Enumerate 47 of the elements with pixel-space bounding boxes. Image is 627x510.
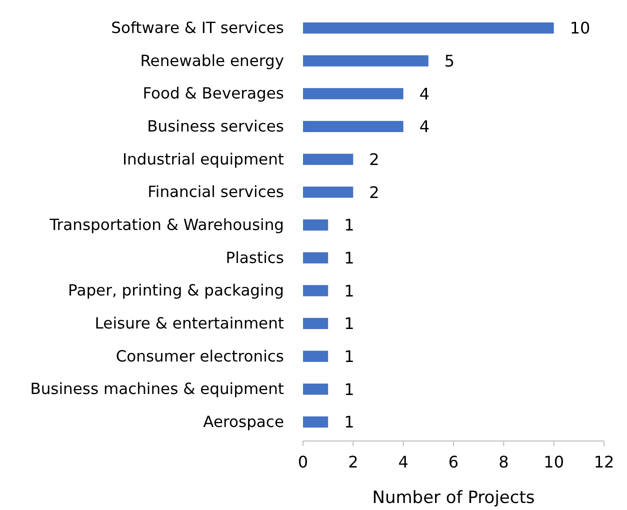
y-tick-label: Paper, printing & packaging <box>68 282 284 300</box>
y-tick-label: Software & IT services <box>111 18 284 37</box>
bar <box>303 22 554 34</box>
bar <box>303 350 328 362</box>
x-tick-label: 10 <box>544 452 564 472</box>
y-tick-label: Industrial equipment <box>122 150 284 168</box>
y-tick-label: Renewable energy <box>140 52 284 70</box>
bar <box>303 154 354 165</box>
y-tick-label: Aerospace <box>203 412 284 431</box>
data-label: 2 <box>369 150 380 169</box>
x-tick-label: 0 <box>298 452 308 472</box>
data-label: 2 <box>369 182 380 202</box>
data-label: 1 <box>344 248 354 268</box>
bar <box>303 285 328 296</box>
data-label: 1 <box>344 346 354 366</box>
bar <box>303 384 328 395</box>
y-tick-label: Business services <box>147 117 284 136</box>
data-label: 4 <box>419 117 430 136</box>
y-tick-label: Consumer electronics <box>116 347 284 366</box>
data-label: 1 <box>344 380 354 399</box>
y-tick-label: Business machines & equipment <box>30 380 284 398</box>
y-tick-label: Food & Beverages <box>142 84 284 103</box>
y-tick-label: Transportation & Warehousing <box>48 216 284 234</box>
x-tick-label: 12 <box>594 452 614 472</box>
x-tick-label: 8 <box>498 452 509 472</box>
bar <box>303 88 404 100</box>
data-label: 1 <box>344 314 354 334</box>
data-label: 1 <box>344 281 354 300</box>
y-tick-label: Plastics <box>226 248 284 267</box>
data-label: 5 <box>444 51 455 70</box>
bar <box>303 416 328 428</box>
y-tick-label: Leisure & entertainment <box>94 314 284 332</box>
data-label: 1 <box>344 216 354 235</box>
x-tick-label: 2 <box>348 452 358 472</box>
y-tick-label: Financial services <box>148 183 284 202</box>
x-tick-label: 6 <box>448 452 459 472</box>
bar <box>303 252 328 264</box>
data-label: 4 <box>419 84 430 104</box>
bar <box>303 219 328 231</box>
bar <box>303 55 428 66</box>
bar <box>303 186 354 198</box>
x-axis-title: Number of Projects <box>372 488 535 508</box>
x-tick-label: 4 <box>398 452 408 472</box>
bar <box>303 120 404 132</box>
data-label: 10 <box>570 18 590 38</box>
bar <box>303 318 328 330</box>
data-label: 1 <box>344 412 354 432</box>
